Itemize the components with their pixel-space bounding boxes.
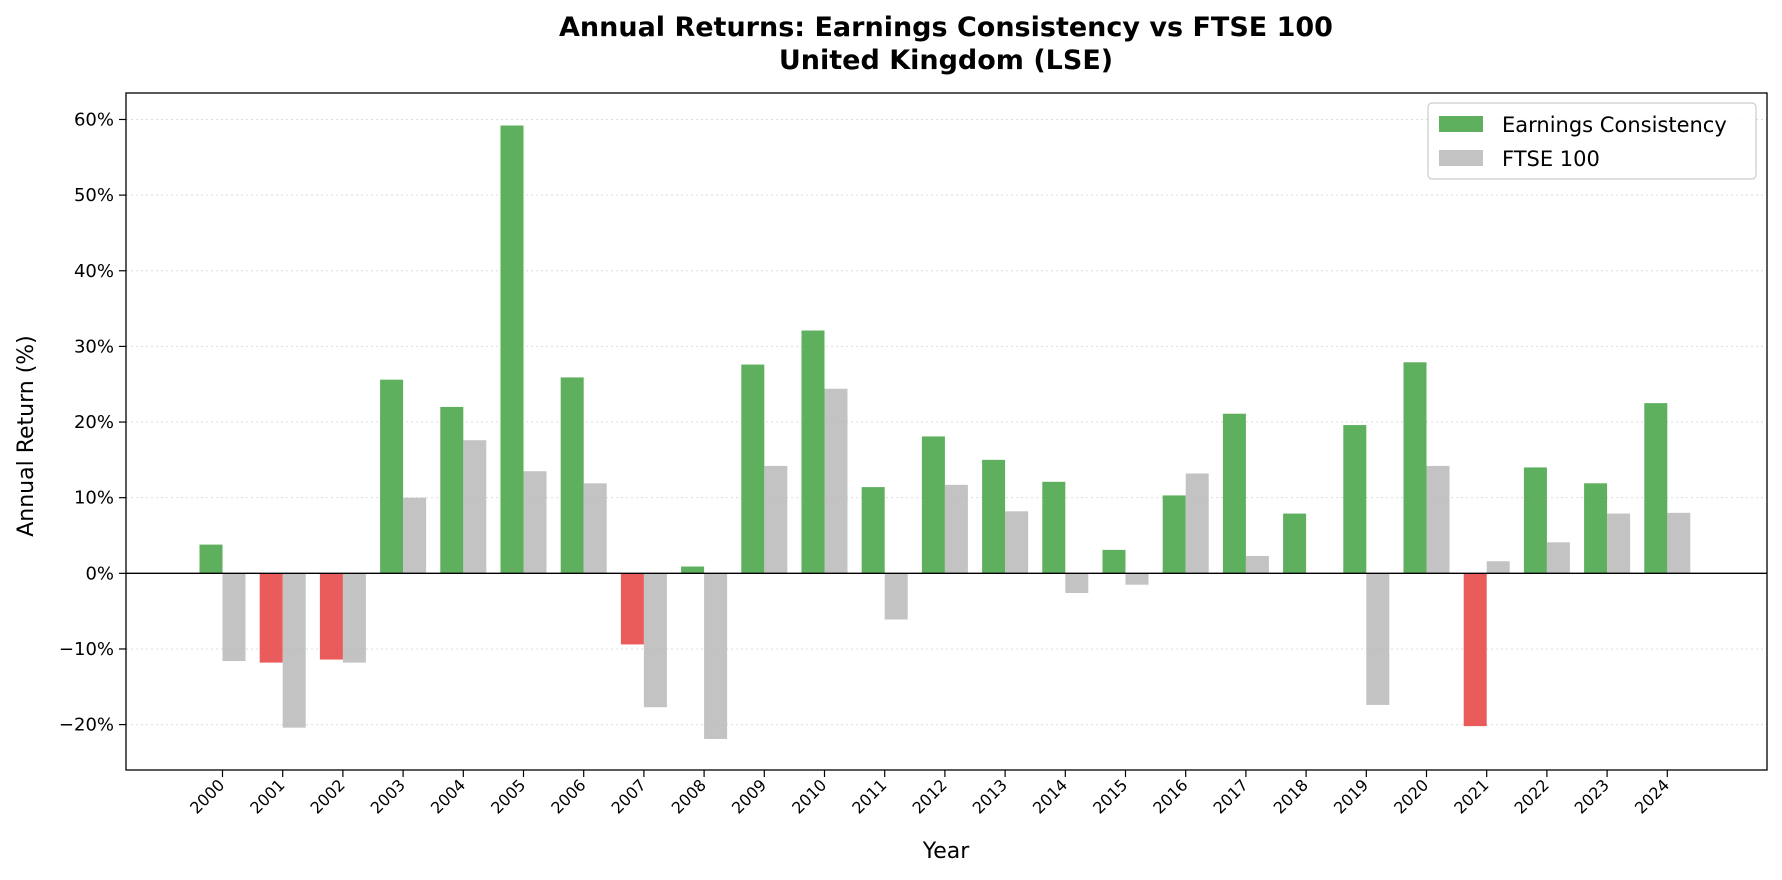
bar-earnings-consistency-2012 bbox=[921, 436, 945, 574]
bar-ftse-100-2007 bbox=[643, 573, 667, 708]
bar-earnings-consistency-2007 bbox=[620, 573, 644, 645]
y-axis-label: Annual Return (%) bbox=[14, 335, 39, 537]
bar-earnings-consistency-2024 bbox=[1644, 403, 1668, 574]
bar-earnings-consistency-2001 bbox=[259, 573, 283, 663]
bar-earnings-consistency-2005 bbox=[500, 125, 524, 574]
bar-ftse-100-2009 bbox=[764, 465, 788, 574]
legend-swatch-earnings-consistency bbox=[1439, 116, 1483, 132]
bar-earnings-consistency-2004 bbox=[440, 406, 464, 574]
y-tick-label: 20% bbox=[74, 412, 114, 433]
y-tick-label: 60% bbox=[74, 109, 114, 130]
legend-swatch-ftse-100 bbox=[1439, 150, 1483, 166]
bar-ftse-100-2015 bbox=[1125, 573, 1149, 585]
bar-earnings-consistency-2000 bbox=[199, 544, 223, 574]
bar-earnings-consistency-2008 bbox=[681, 566, 705, 574]
x-axis-label: Year bbox=[922, 839, 971, 864]
bar-earnings-consistency-2019 bbox=[1343, 425, 1367, 574]
bar-ftse-100-2016 bbox=[1185, 473, 1209, 574]
legend-label-ftse-100: FTSE 100 bbox=[1502, 147, 1600, 171]
bar-ftse-100-2022 bbox=[1546, 542, 1570, 574]
bar-ftse-100-2013 bbox=[1005, 511, 1029, 574]
bar-earnings-consistency-2013 bbox=[982, 459, 1006, 574]
bar-ftse-100-2001 bbox=[282, 573, 306, 728]
y-tick-label: 0% bbox=[85, 563, 114, 584]
bar-earnings-consistency-2010 bbox=[801, 330, 825, 574]
bar-ftse-100-2011 bbox=[884, 573, 908, 620]
bar-ftse-100-2005 bbox=[523, 471, 547, 574]
y-tick-label: −20% bbox=[59, 715, 114, 736]
bar-ftse-100-2012 bbox=[944, 484, 968, 574]
bar-ftse-100-2021 bbox=[1486, 561, 1510, 574]
bar-earnings-consistency-2014 bbox=[1042, 481, 1066, 574]
bar-ftse-100-2020 bbox=[1426, 465, 1450, 574]
bar-earnings-consistency-2016 bbox=[1162, 495, 1186, 574]
bar-ftse-100-2014 bbox=[1065, 573, 1089, 593]
bars bbox=[199, 125, 1691, 739]
bar-earnings-consistency-2002 bbox=[319, 573, 343, 660]
bar-earnings-consistency-2023 bbox=[1584, 483, 1608, 574]
bar-ftse-100-2023 bbox=[1607, 513, 1631, 574]
bar-ftse-100-2006 bbox=[583, 483, 607, 574]
y-tick-label: 10% bbox=[74, 488, 114, 509]
bar-earnings-consistency-2011 bbox=[861, 487, 885, 574]
bar-earnings-consistency-2021 bbox=[1463, 573, 1487, 727]
bar-ftse-100-2003 bbox=[403, 497, 427, 574]
bar-earnings-consistency-2017 bbox=[1222, 413, 1246, 574]
bar-earnings-consistency-2009 bbox=[741, 364, 765, 574]
bar-ftse-100-2008 bbox=[704, 573, 728, 739]
bar-ftse-100-2000 bbox=[222, 573, 246, 662]
bar-earnings-consistency-2018 bbox=[1283, 513, 1307, 574]
bar-ftse-100-2017 bbox=[1245, 555, 1269, 574]
y-axis-ticks: −20% −10% 0% 10% 20% 30% 40% 50% 60% bbox=[59, 109, 126, 736]
bar-earnings-consistency-2015 bbox=[1102, 549, 1126, 574]
chart-subtitle: United Kingdom (LSE) bbox=[779, 45, 1113, 76]
bar-ftse-100-2004 bbox=[463, 440, 487, 574]
y-tick-label: 30% bbox=[74, 336, 114, 357]
plot-area-frame bbox=[125, 92, 1768, 771]
chart-title: Annual Returns: Earnings Consistency vs … bbox=[559, 12, 1333, 43]
legend: Earnings Consistency FTSE 100 bbox=[1427, 102, 1757, 180]
y-tick-label: −10% bbox=[59, 639, 114, 660]
bar-earnings-consistency-2006 bbox=[560, 377, 584, 574]
legend-box bbox=[1427, 102, 1757, 180]
y-tick-label: 40% bbox=[74, 261, 114, 282]
bar-ftse-100-2010 bbox=[824, 388, 848, 574]
legend-label-earnings-consistency: Earnings Consistency bbox=[1502, 113, 1727, 137]
bar-ftse-100-2024 bbox=[1667, 512, 1691, 574]
bar-ftse-100-2002 bbox=[342, 573, 366, 663]
bar-earnings-consistency-2022 bbox=[1523, 467, 1547, 574]
bar-earnings-consistency-2020 bbox=[1403, 362, 1427, 574]
bar-ftse-100-2019 bbox=[1366, 573, 1390, 705]
y-tick-label: 50% bbox=[74, 185, 114, 206]
bar-earnings-consistency-2003 bbox=[380, 379, 404, 574]
